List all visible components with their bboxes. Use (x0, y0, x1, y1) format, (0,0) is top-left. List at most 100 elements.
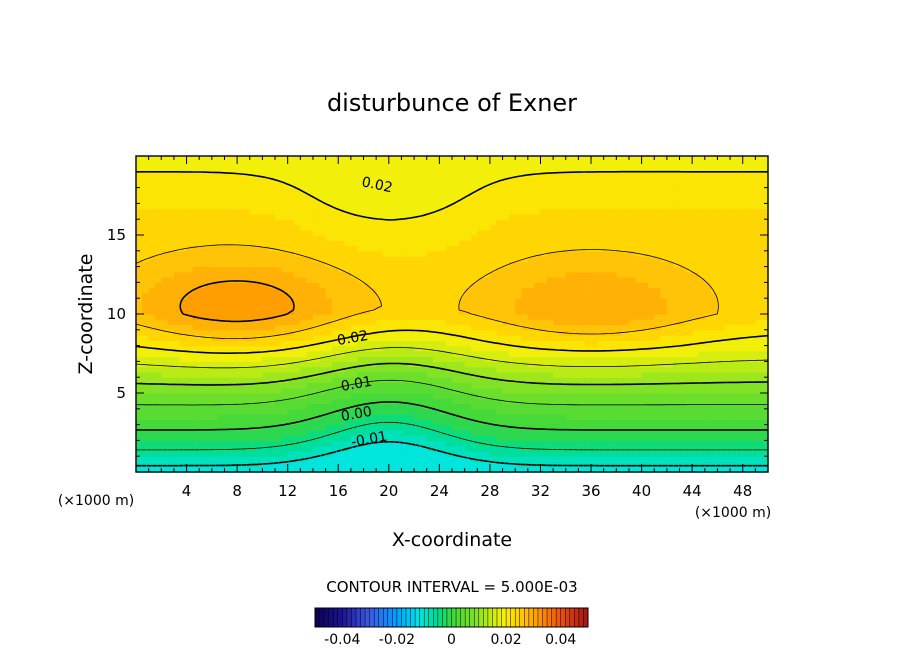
field-cell (249, 314, 257, 320)
field-cell (192, 213, 200, 220)
field-cell (287, 314, 295, 320)
field-cell (167, 261, 175, 268)
field-cell (515, 393, 523, 399)
field-cell (218, 345, 226, 352)
field-cell (527, 250, 535, 257)
field-cell (489, 408, 497, 415)
field-cell (515, 356, 523, 362)
field-cell (300, 198, 308, 204)
field-cell (553, 424, 561, 431)
field-cell (452, 308, 459, 315)
field-cell (369, 414, 377, 420)
field-cell (294, 345, 301, 352)
field-cell (395, 187, 403, 194)
field-cell (407, 240, 415, 247)
field-cell (142, 450, 150, 457)
field-cell (527, 403, 535, 410)
field-cell (230, 319, 238, 326)
field-cell (521, 345, 529, 352)
field-cell (515, 329, 523, 336)
field-cell (268, 187, 276, 194)
field-cell (306, 466, 314, 473)
field-cell (382, 203, 390, 210)
field-cell (452, 282, 459, 289)
field-cell (508, 271, 516, 278)
field-cell (300, 461, 308, 468)
field-cell (641, 387, 649, 394)
field-cell (161, 450, 169, 457)
field-cell (597, 203, 605, 210)
field-cell (420, 387, 428, 394)
field-cell (350, 356, 358, 362)
field-cell (205, 229, 213, 236)
field-cell (243, 456, 251, 463)
field-cell (452, 393, 459, 399)
field-cell (167, 277, 175, 283)
field-cell (654, 187, 662, 194)
field-cell (591, 245, 598, 252)
field-cell (230, 287, 238, 294)
field-cell (281, 229, 289, 236)
field-cell (616, 198, 624, 204)
field-cell (350, 277, 358, 283)
field-cell (186, 403, 194, 410)
field-cell (249, 429, 257, 436)
field-cell (546, 371, 554, 378)
field-cell (445, 298, 453, 305)
field-cell (312, 166, 320, 173)
field-cell (306, 161, 314, 168)
field-cell (154, 445, 162, 452)
field-cell (502, 166, 510, 173)
field-cell (635, 171, 643, 178)
field-cell (641, 219, 649, 226)
field-cell (458, 166, 466, 173)
field-cell (401, 466, 409, 473)
field-cell (142, 314, 150, 320)
field-cell (660, 445, 668, 452)
field-cell (414, 198, 421, 204)
field-cell (167, 229, 175, 236)
field-cell (407, 382, 415, 389)
field-cell (584, 382, 592, 389)
field-cell (496, 356, 504, 362)
field-cell (546, 250, 554, 257)
field-cell (616, 461, 624, 468)
field-cell (319, 271, 327, 278)
field-cell (603, 350, 611, 357)
field-cell (426, 187, 434, 194)
field-cell (496, 440, 504, 447)
field-cell (489, 382, 497, 389)
field-cell (654, 445, 662, 452)
field-cell (477, 198, 485, 204)
field-cell (635, 398, 643, 405)
field-cell (167, 245, 175, 252)
field-cell (597, 198, 605, 204)
field-cell (243, 371, 251, 378)
field-cell (546, 450, 554, 457)
field-cell (262, 240, 270, 247)
field-cell (635, 256, 643, 262)
field-cell (237, 403, 245, 410)
field-cell (338, 166, 346, 173)
field-cell (489, 319, 497, 326)
field-cell (527, 435, 535, 441)
field-cell (167, 340, 175, 347)
field-cell (458, 235, 466, 241)
field-cell (275, 440, 282, 447)
field-cell (464, 266, 472, 273)
field-cell (395, 366, 403, 373)
field-cell (597, 229, 605, 236)
field-cell (275, 166, 282, 173)
field-cell (376, 250, 384, 257)
field-cell (331, 340, 339, 347)
field-cell (167, 292, 175, 299)
field-cell (154, 187, 162, 194)
field-cell (294, 235, 301, 241)
field-cell (445, 319, 453, 326)
field-cell (546, 393, 554, 399)
field-cell (249, 440, 257, 447)
field-cell (287, 335, 295, 341)
field-cell (420, 156, 428, 162)
field-cell (489, 314, 497, 320)
field-cell (161, 461, 169, 468)
